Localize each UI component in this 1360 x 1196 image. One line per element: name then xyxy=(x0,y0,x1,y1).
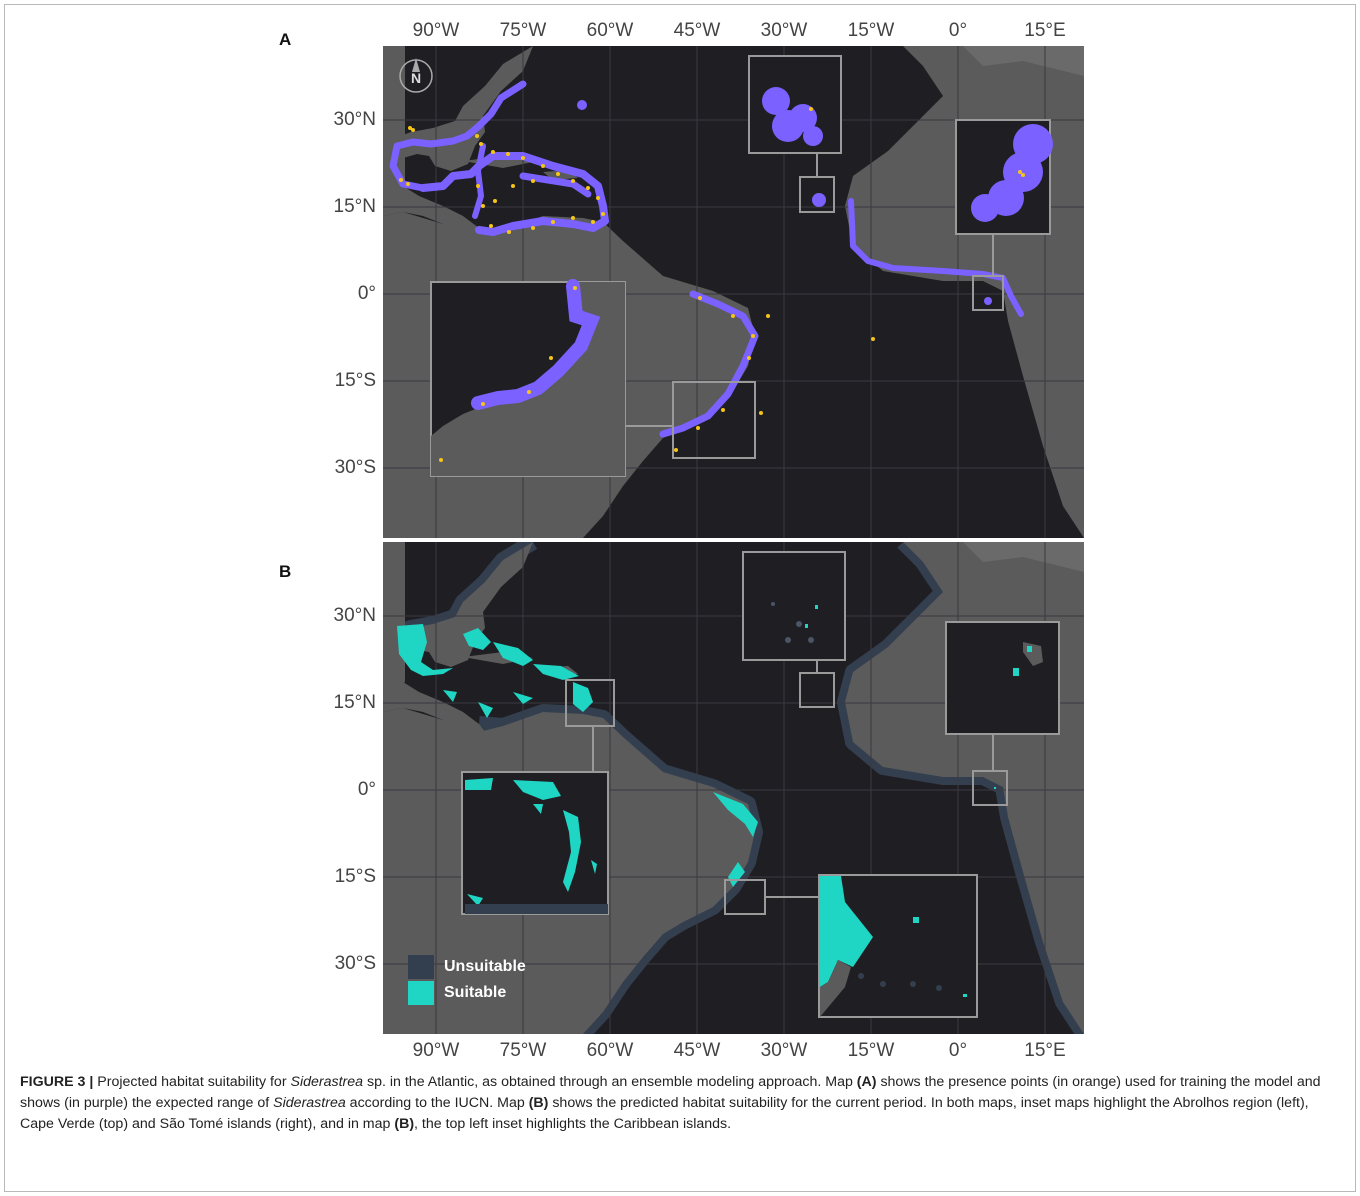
iucn-sao-tome xyxy=(984,297,992,305)
inset-abrolhos-a xyxy=(430,279,756,477)
iucn-range xyxy=(389,80,1024,438)
presence-points xyxy=(399,126,875,452)
inset-sao-tome-a xyxy=(955,119,1053,311)
lon-tick: 15°E xyxy=(1024,20,1066,41)
caption-species: Siderastrea xyxy=(290,1074,364,1090)
caption-text: Projected habitat suitability for xyxy=(93,1074,291,1090)
lon-tick: 15°W xyxy=(847,20,895,41)
lon-tick: 45°W xyxy=(673,1040,721,1061)
lon-tick: 75°W xyxy=(499,1040,547,1061)
legend-label-unsuitable: Unsuitable xyxy=(444,958,526,975)
lon-tick: 60°W xyxy=(586,20,634,41)
legend-item-suitable: Suitable xyxy=(408,980,526,1006)
europe xyxy=(963,542,1084,572)
caption-text: , the top left inset highlights the Cari… xyxy=(414,1116,732,1132)
lon-tick: 60°W xyxy=(586,1040,634,1061)
inset-sao-tome-b xyxy=(945,621,1060,806)
inset-cape-verde-b xyxy=(742,551,846,708)
north-america xyxy=(383,46,533,186)
caption-ref: (A) xyxy=(856,1074,877,1090)
lat-tick: 15°S xyxy=(334,370,376,391)
iucn-cape-verde xyxy=(812,193,826,207)
inset-cape-verde-a xyxy=(748,55,842,213)
map-b xyxy=(383,542,1084,1034)
figure-frame xyxy=(4,4,1356,1192)
legend: Unsuitable Suitable xyxy=(408,954,526,1006)
lat-tick: 0° xyxy=(357,779,376,800)
lon-tick: 0° xyxy=(948,20,968,41)
europe xyxy=(963,46,1084,76)
map-a: N xyxy=(383,46,1084,538)
top-longitude-axis: 90°W 75°W 60°W 45°W 30°W 15°W 0° 15°E xyxy=(0,20,1360,42)
legend-swatch-unsuitable xyxy=(408,955,434,979)
map-a-svg: N xyxy=(383,46,1084,538)
lon-tick: 30°W xyxy=(760,20,808,41)
caption-text: shows the presence points (in orange) us… xyxy=(20,1074,1321,1111)
north-arrow-label: N xyxy=(411,70,421,86)
lon-tick: 30°W xyxy=(760,1040,808,1061)
lat-tick: 30°N xyxy=(333,605,376,626)
lat-tick: 15°S xyxy=(334,866,376,887)
lon-tick: 75°W xyxy=(499,20,547,41)
caption-figure-label: FIGURE 3 | xyxy=(20,1074,94,1090)
inset-abrolhos-b xyxy=(724,874,978,1018)
caption-ref: (B) xyxy=(528,1095,549,1111)
panel-b-label: B xyxy=(279,562,292,581)
lon-tick: 0° xyxy=(948,1040,968,1061)
lat-tick: 0° xyxy=(357,283,376,304)
legend-swatch-suitable xyxy=(408,981,434,1005)
lon-tick: 45°W xyxy=(673,20,721,41)
map-b-svg xyxy=(383,542,1084,1034)
panel-a-label: A xyxy=(279,30,292,49)
caption-text: according to the IUCN. Map xyxy=(345,1095,529,1111)
inset-caribbean xyxy=(461,679,615,915)
iucn-range-blob xyxy=(577,100,587,110)
north-america-west xyxy=(383,542,405,692)
lat-tick: 30°S xyxy=(334,457,376,478)
caption-ref: (B) xyxy=(394,1116,415,1132)
lon-tick: 90°W xyxy=(412,20,460,41)
legend-item-unsuitable: Unsuitable xyxy=(408,954,526,980)
north-arrow: N xyxy=(399,58,433,93)
lat-tick: 30°N xyxy=(333,109,376,130)
lon-tick: 90°W xyxy=(412,1040,460,1061)
lon-tick: 15°E xyxy=(1024,1040,1066,1061)
north-america-west xyxy=(383,46,405,196)
bottom-longitude-axis: 90°W 75°W 60°W 45°W 30°W 15°W 0° 15°E xyxy=(0,1040,1360,1062)
lat-tick: 15°N xyxy=(333,196,376,217)
figure-caption: FIGURE 3 | Projected habitat suitability… xyxy=(20,1072,1340,1135)
lat-tick: 30°S xyxy=(334,953,376,974)
caption-text: sp. in the Atlantic, as obtained through… xyxy=(363,1074,857,1090)
lon-tick: 15°W xyxy=(847,1040,895,1061)
caption-species: Siderastrea xyxy=(273,1095,346,1111)
legend-label-suitable: Suitable xyxy=(444,984,507,1001)
caption-text: shows the predicted habitat suitability … xyxy=(20,1095,1309,1132)
lat-tick: 15°N xyxy=(333,692,376,713)
